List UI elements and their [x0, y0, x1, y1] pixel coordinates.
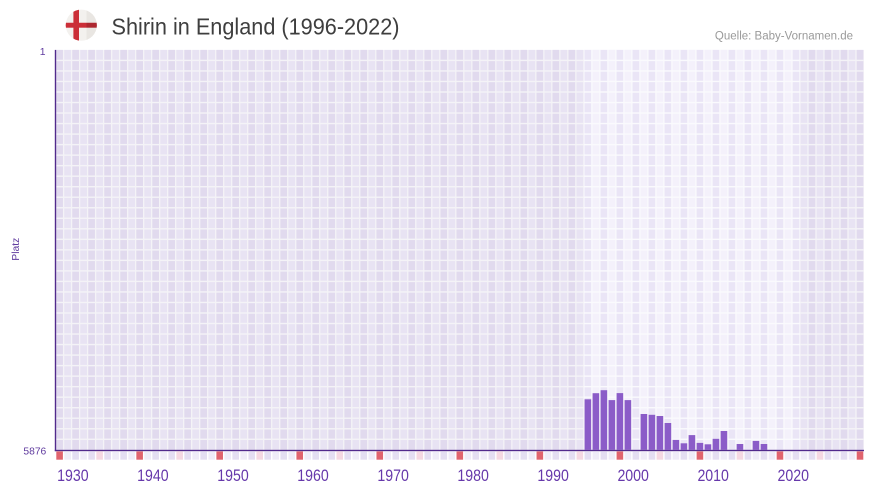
svg-text:1940: 1940: [137, 467, 169, 485]
svg-text:Shirin in England (1996-2022): Shirin in England (1996-2022): [112, 13, 400, 39]
svg-text:1950: 1950: [217, 467, 249, 485]
svg-text:1980: 1980: [457, 467, 489, 485]
svg-text:1990: 1990: [537, 467, 569, 485]
svg-text:Quelle: Baby-Vornamen.de: Quelle: Baby-Vornamen.de: [715, 30, 853, 42]
svg-text:2010: 2010: [697, 467, 729, 485]
svg-text:Platz: Platz: [10, 238, 22, 261]
svg-text:2020: 2020: [778, 467, 810, 485]
svg-text:2000: 2000: [617, 467, 649, 485]
svg-text:1: 1: [40, 47, 46, 58]
svg-text:1970: 1970: [377, 467, 409, 485]
svg-text:5876: 5876: [23, 446, 46, 457]
svg-text:1930: 1930: [57, 467, 89, 485]
svg-text:1960: 1960: [297, 467, 329, 485]
